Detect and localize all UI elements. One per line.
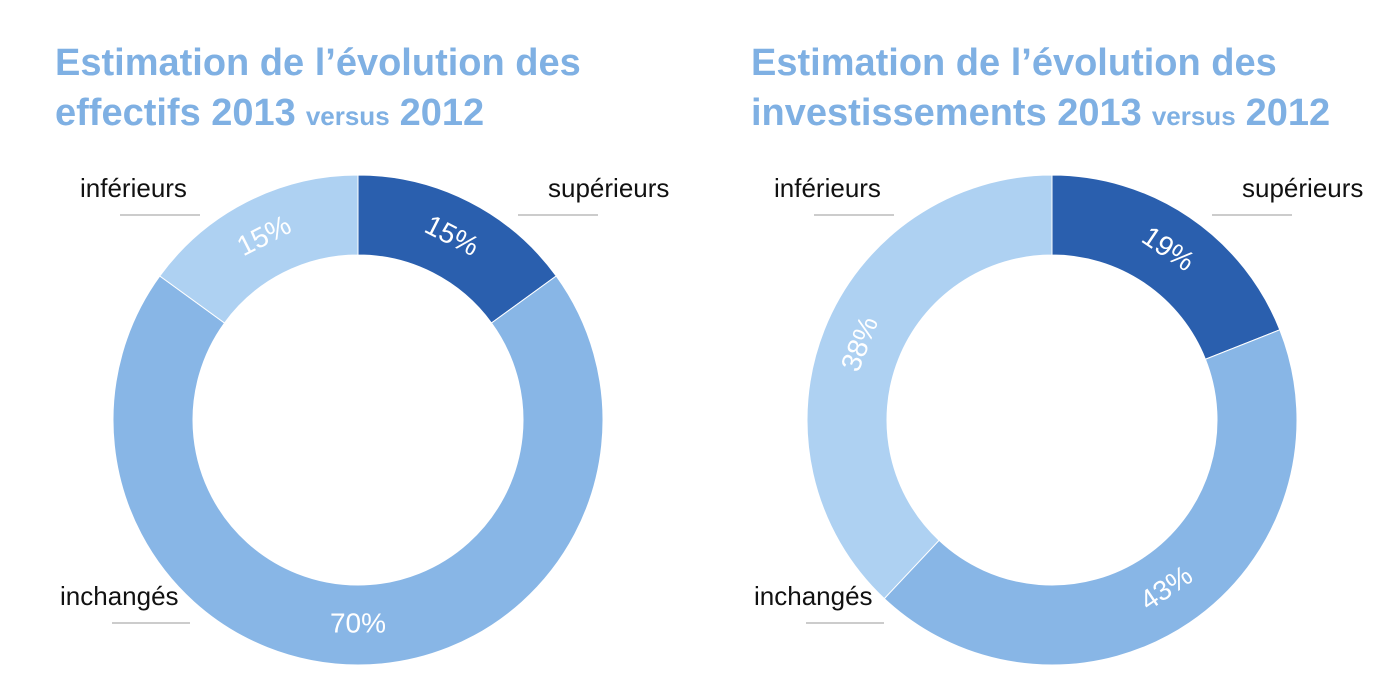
category-label: inchangés (60, 581, 179, 611)
title-part: versus (306, 101, 390, 131)
category-label: inchangés (754, 581, 873, 611)
title-part: Estimation de l’évolution des (55, 42, 581, 84)
donut-segment (806, 174, 1053, 600)
chart-title: Estimation de l’évolution des investissem… (751, 42, 1330, 134)
category-label: inférieurs (774, 173, 881, 203)
title-part: 2012 (1246, 92, 1331, 134)
title-part: effectifs 2013 (55, 92, 296, 134)
category-label: inférieurs (80, 173, 187, 203)
title-part: 2012 (400, 92, 485, 134)
value-label: 70% (330, 607, 386, 638)
title-part: investissements 2013 (751, 92, 1142, 134)
donut-segment (883, 329, 1298, 666)
category-label: supérieurs (1242, 173, 1363, 203)
donut-segment (112, 275, 604, 666)
title-part: Estimation de l’évolution des (751, 42, 1277, 84)
chart-title: Estimation de l’évolution des effectifs 2… (55, 42, 581, 134)
title-part: versus (1152, 101, 1236, 131)
donut-segment (159, 174, 359, 324)
category-label: supérieurs (548, 173, 669, 203)
